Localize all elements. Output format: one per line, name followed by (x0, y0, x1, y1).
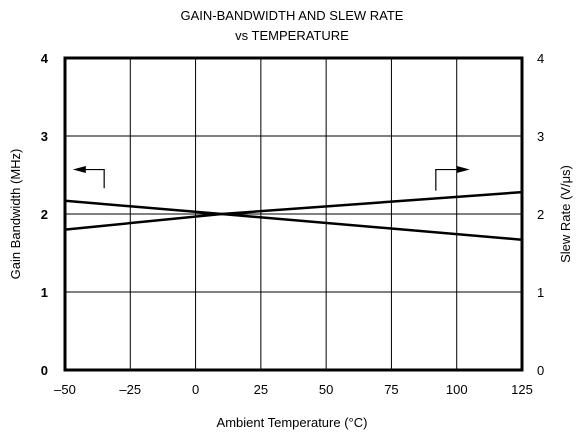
y-axis-right-label: Slew Rate (V/μs) (558, 165, 573, 263)
y-right-tick-labels: 0 1 2 3 4 (537, 51, 544, 378)
y-left-tick-label: 3 (41, 129, 48, 144)
x-tick-label: 0 (192, 382, 199, 397)
y-right-tick-label: 2 (537, 207, 544, 222)
y-right-tick-label: 3 (537, 129, 544, 144)
x-tick-label: 100 (446, 382, 468, 397)
x-tick-label: 25 (254, 382, 268, 397)
x-tick-label: 75 (384, 382, 398, 397)
annotation-arrow-right (435, 166, 470, 191)
x-tick-label: –25 (119, 382, 141, 397)
y-left-tick-label: 0 (41, 363, 48, 378)
slew-rate-line (64, 190, 523, 231)
y-left-tick-labels: 0 1 2 3 4 (41, 51, 49, 378)
y-right-tick-label: 1 (537, 285, 544, 300)
y-right-tick-label: 0 (537, 363, 544, 378)
x-tick-labels: –50 –25 0 25 50 75 100 125 (54, 382, 533, 397)
chart-title-line2: vs TEMPERATURE (235, 28, 349, 43)
series-lines (64, 190, 523, 241)
chart-title-line1: GAIN-BANDWIDTH AND SLEW RATE (181, 8, 404, 23)
y-left-tick-label: 2 (41, 207, 48, 222)
x-axis-label: Ambient Temperature (°C) (217, 415, 368, 430)
annotation-arrows (72, 166, 470, 191)
y-left-tick-label: 4 (41, 51, 49, 66)
x-tick-label: 50 (319, 382, 333, 397)
y-axis-left-label: Gain Bandwidth (MHz) (8, 149, 23, 280)
x-tick-label: –50 (54, 382, 76, 397)
y-left-tick-label: 1 (41, 285, 48, 300)
x-tick-label: 125 (511, 382, 533, 397)
plot-frame (63, 56, 524, 372)
y-right-tick-label: 4 (537, 51, 544, 66)
gain-bandwidth-line (64, 199, 523, 241)
annotation-arrow-left (72, 166, 105, 189)
grid-lines (65, 58, 522, 370)
